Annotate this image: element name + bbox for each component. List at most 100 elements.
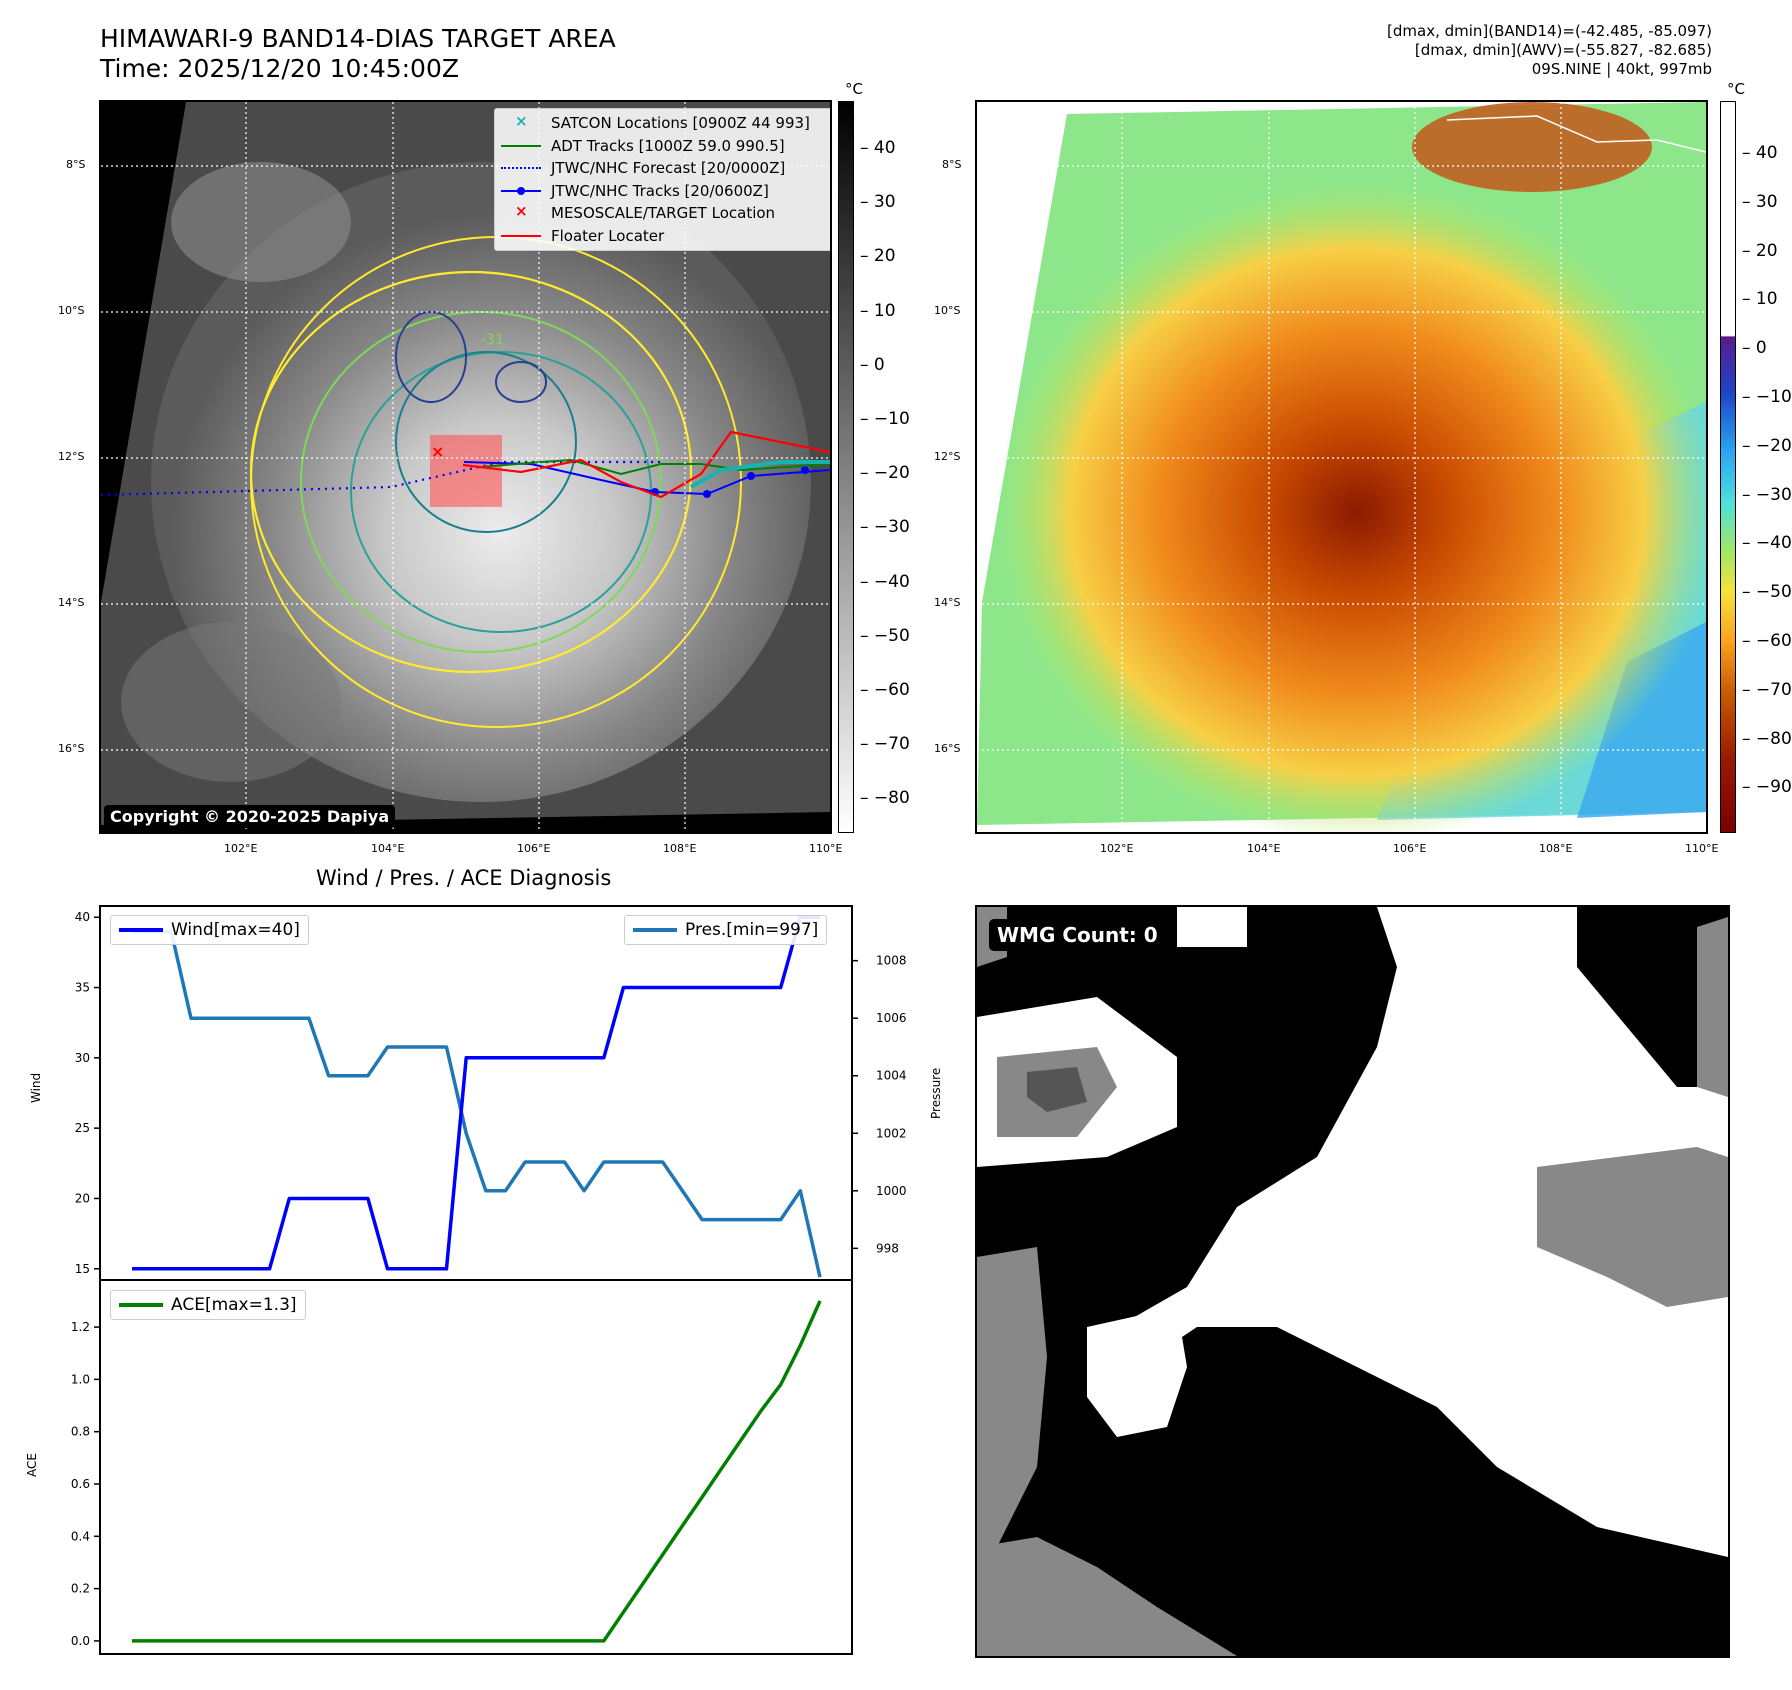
gray-colorbar-tick: – −50 xyxy=(860,625,910,646)
diagnosis-title: Wind / Pres. / ACE Diagnosis xyxy=(316,866,612,890)
ace-axis-label: ACE xyxy=(25,1453,39,1477)
stat-awv: [dmax, dmin](AWV)=(-55.827, -82.685) xyxy=(1414,41,1712,59)
lon-label-110e-right: 110°E xyxy=(1685,842,1719,855)
gray-colorbar-tick: – −70 xyxy=(860,734,910,755)
pressure-tick-label: 1004 xyxy=(876,1069,907,1083)
color-colorbar-tick: – −80 xyxy=(1742,728,1792,749)
legend-jtwc-tracks: JTWC/NHC Tracks [20/0600Z] xyxy=(501,180,830,203)
lon-label-104e: 104°E xyxy=(371,842,405,855)
color-colorbar xyxy=(1720,101,1736,833)
gray-colorbar-tick: – 30 xyxy=(860,192,896,213)
pressure-tick-label: 1008 xyxy=(876,954,907,968)
wind-tick-label: 30 xyxy=(75,1051,90,1065)
lat-label-8s: 8°S xyxy=(66,158,86,171)
map-legend: × SATCON Locations [0900Z 44 993] ADT Tr… xyxy=(494,108,830,251)
wmg-count-label: WMG Count: 0 xyxy=(989,919,1166,951)
color-colorbar-tick: – 20 xyxy=(1742,240,1778,261)
line-icon xyxy=(501,229,543,243)
pressure-axis-label: Pressure xyxy=(929,1068,943,1119)
title-line-1: HIMAWARI-9 BAND14-DIAS TARGET AREA xyxy=(100,24,616,53)
legend-adt: ADT Tracks [1000Z 59.0 990.5] xyxy=(501,135,830,158)
stat-storm: 09S.NINE | 40kt, 997mb xyxy=(1531,60,1712,78)
color-colorbar-tick: – −20 xyxy=(1742,435,1792,456)
lat-label-8s-right: 8°S xyxy=(942,158,962,171)
lon-label-102e: 102°E xyxy=(224,842,258,855)
color-colorbar-tick: – 0 xyxy=(1742,338,1767,359)
awv-map-image xyxy=(977,102,1706,832)
wmg-image xyxy=(977,907,1728,1656)
lat-label-14s: 14°S xyxy=(58,596,85,609)
legend-floater: Floater Locater xyxy=(501,225,830,248)
legend-mesoscale: × MESOSCALE/TARGET Location xyxy=(501,202,830,225)
figure-title: HIMAWARI-9 BAND14-DIAS TARGET AREA Time:… xyxy=(100,24,616,84)
contour-label: -31 xyxy=(481,332,504,348)
diagnosis-chart: Wind Pressure ACE 15 20 25 30 35 40 998 1000 100… xyxy=(25,905,943,1655)
color-colorbar-tick: – −30 xyxy=(1742,484,1792,505)
wmg-panel: WMG Count: 0 xyxy=(975,905,1730,1658)
ace-tick-label: 1.2 xyxy=(71,1320,90,1334)
wind-tick-label: 35 xyxy=(75,981,90,995)
color-colorbar-tick: – −90 xyxy=(1742,777,1792,798)
lon-label-106e: 106°E xyxy=(517,842,551,855)
color-colorbar-tick: – −50 xyxy=(1742,582,1792,603)
stat-band14: [dmax, dmin](BAND14)=(-42.485, -85.097) xyxy=(1387,22,1712,40)
pressure-tick-label: 1000 xyxy=(876,1184,907,1198)
lat-label-16s: 16°S xyxy=(58,742,85,755)
color-colorbar-tick: – 10 xyxy=(1742,289,1778,310)
gray-colorbar-tick: – −40 xyxy=(860,571,910,592)
ace-tick-label: 0.6 xyxy=(71,1477,90,1491)
ace-tick-label: 0.4 xyxy=(71,1529,90,1543)
lon-label-104e-right: 104°E xyxy=(1247,842,1281,855)
color-colorbar-tick: – 30 xyxy=(1742,191,1778,212)
ace-panel-frame xyxy=(99,1279,853,1655)
wind-line-icon xyxy=(119,928,163,932)
lat-label-16s-right: 16°S xyxy=(934,742,961,755)
pressure-tick-label: 1006 xyxy=(876,1011,907,1025)
gray-colorbar-ticks: – 40 – 30 – 20 – 10 – 0 – −10 – −20 – −30 – −40 –… xyxy=(860,101,920,831)
title-line-2: Time: 2025/12/20 10:45:00Z xyxy=(100,54,459,83)
color-colorbar-tick: – −60 xyxy=(1742,631,1792,651)
gray-colorbar-tick: – −10 xyxy=(860,409,910,429)
x-marker-icon: × xyxy=(515,202,528,221)
gray-colorbar-tick: – 0 xyxy=(860,354,885,375)
wind-series-line xyxy=(132,915,820,1271)
wind-panel-frame xyxy=(99,905,853,1281)
legend-jtwc-forecast: JTWC/NHC Forecast [20/0000Z] xyxy=(501,157,830,180)
color-colorbar-ticks: – 40 – 30 – 20 – 10 – 0 – −10 – −20 – −30 – −40 –… xyxy=(1742,101,1792,831)
pressure-legend: Pres.[min=997] xyxy=(624,915,828,945)
gray-colorbar xyxy=(838,101,854,833)
x-marker-icon: × xyxy=(515,112,528,131)
line-icon xyxy=(501,139,543,153)
wind-tick-label: 40 xyxy=(75,910,90,924)
copyright-label: Copyright © 2020-2025 Dapiya xyxy=(104,805,396,828)
awv-map-panel xyxy=(975,100,1708,834)
lon-label-108e-right: 108°E xyxy=(1539,842,1573,855)
lat-label-12s-right: 12°S xyxy=(934,450,961,463)
pressure-line-icon xyxy=(633,928,677,932)
pressure-series-line xyxy=(132,930,822,1278)
line-dot-icon xyxy=(501,184,543,198)
color-colorbar-tick: – −70 xyxy=(1742,679,1792,700)
ace-series-line xyxy=(132,1300,822,1643)
svg-text:×: × xyxy=(431,442,444,461)
ace-tick-label: 0.0 xyxy=(71,1634,90,1648)
lon-label-102e-right: 102°E xyxy=(1100,842,1134,855)
ace-line-icon xyxy=(119,1303,163,1307)
lon-label-110e: 110°E xyxy=(809,842,843,855)
gray-colorbar-tick: – 40 xyxy=(860,138,896,158)
ace-tick-label: 0.8 xyxy=(71,1425,90,1439)
gray-colorbar-tick: – −20 xyxy=(860,463,910,484)
lat-label-14s-right: 14°S xyxy=(934,596,961,609)
wind-legend: Wind[max=40] xyxy=(110,915,309,945)
ace-tick-label: 0.2 xyxy=(71,1582,90,1596)
stats-block: [dmax, dmin](BAND14)=(-42.485, -85.097) … xyxy=(1387,22,1712,79)
wind-axis-label: Wind xyxy=(29,1073,43,1103)
gray-colorbar-unit: °C xyxy=(845,80,863,98)
lon-label-108e: 108°E xyxy=(663,842,697,855)
ir-map-panel: × -31 × SATCON Locations [0900Z 44 993] … xyxy=(99,100,832,834)
lat-label-10s: 10°S xyxy=(58,304,85,317)
color-colorbar-tick: – −40 xyxy=(1742,533,1792,554)
ace-tick-label: 1.0 xyxy=(71,1372,90,1386)
lat-label-10s-right: 10°S xyxy=(934,304,961,317)
pressure-tick-label: 998 xyxy=(876,1241,899,1255)
